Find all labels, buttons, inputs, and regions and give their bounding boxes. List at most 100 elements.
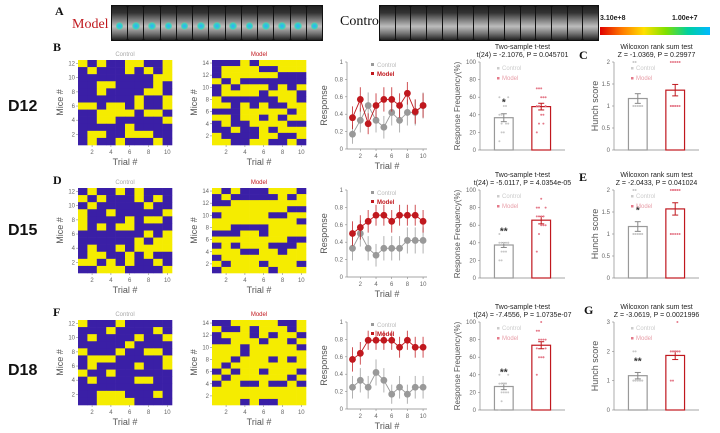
control-mouse-image <box>411 6 426 40</box>
heatmap-cell <box>153 390 163 399</box>
heatmap-cell <box>153 320 163 328</box>
heatmap-cell <box>96 130 107 139</box>
heatmap-cell <box>106 383 116 392</box>
heatmap-cell <box>143 209 154 217</box>
model-mouse-image <box>128 6 144 40</box>
heatmap-cell <box>87 390 98 399</box>
heatmap-cell <box>78 251 88 260</box>
heatmap-title: Model <box>251 180 267 186</box>
x-axis-label: Trial # <box>113 417 138 427</box>
heatmap-cell <box>134 109 145 117</box>
heatmap-cell <box>296 230 307 237</box>
heatmap-cell <box>162 341 173 349</box>
heatmap-cell <box>230 326 241 333</box>
data-point-model <box>372 336 380 344</box>
heatmap-cell <box>212 254 222 262</box>
heatmap-cell <box>125 341 135 349</box>
heatmap-cell <box>296 224 307 231</box>
heatmap-cell <box>240 386 250 394</box>
x-axis-label: Trial # <box>375 289 400 299</box>
legend-label: Control <box>377 63 396 69</box>
heatmap-cell <box>143 137 154 146</box>
y-tick-label: 1 <box>340 320 344 326</box>
heatmap-cell <box>240 60 250 67</box>
heatmap-cell <box>277 392 288 400</box>
heatmap-cell <box>277 194 288 201</box>
heatmap-cell <box>259 374 269 382</box>
individual-point <box>535 250 538 253</box>
heatmap-cell <box>153 60 163 68</box>
series-line-model <box>352 214 424 234</box>
x-tick-label: 4 <box>109 410 113 416</box>
series-line-model <box>352 92 424 126</box>
heatmap-cell <box>221 114 232 122</box>
heatmap-cell <box>87 383 98 392</box>
y-tick-label: 12 <box>68 322 75 328</box>
heatmap-cell <box>106 348 116 356</box>
heatmap-cell <box>143 102 154 110</box>
heatmap-cell <box>259 368 269 375</box>
y-tick-label: 12 <box>68 62 75 68</box>
heatmap-cell <box>115 376 126 385</box>
heatmap-cell <box>230 126 241 134</box>
heatmap-cell <box>259 224 269 231</box>
y-tick-label: 0 <box>473 148 477 154</box>
heatmap-cell <box>153 334 163 342</box>
heatmap-cell <box>87 123 98 132</box>
y-tick-label: 0 <box>473 408 477 414</box>
heatmap-cell <box>287 332 297 339</box>
heatmap-cell <box>277 386 288 394</box>
y-tick-label: 0.4 <box>335 240 344 246</box>
chart-title: Two-sample t-test <box>495 44 550 51</box>
heatmap-cell <box>143 341 154 349</box>
heatmap-cell <box>78 383 88 392</box>
chart-subtitle: Z = -3.0619, P = 0.0021996 <box>614 312 700 319</box>
heatmap-cell <box>221 398 232 406</box>
heatmap-cell <box>78 237 88 245</box>
legend-marker <box>497 327 500 330</box>
y-tick-label: 80 <box>469 338 476 344</box>
heatmap-cell <box>106 216 116 224</box>
individual-point <box>535 87 538 90</box>
bioluminescence-signal <box>245 22 254 30</box>
heatmap-cell <box>259 326 269 333</box>
heatmap-cell <box>287 338 297 345</box>
heatmap-cell <box>221 266 232 274</box>
heatmap-cell <box>78 95 88 103</box>
individual-point <box>498 233 501 235</box>
heatmap-cell <box>115 244 126 253</box>
heatmap-cell <box>134 355 145 363</box>
individual-point <box>636 379 639 382</box>
heatmap-cell <box>134 327 145 335</box>
heatmap-cell <box>296 102 307 109</box>
heatmap-cell <box>96 95 107 103</box>
heatmap-cell <box>125 202 135 210</box>
heatmap-cell <box>249 332 260 339</box>
heatmap-cell <box>143 188 154 196</box>
heatmap-cell <box>221 194 232 201</box>
heatmap-cell <box>249 200 260 207</box>
heatmap-cell <box>240 90 250 97</box>
heatmap-cell <box>134 195 145 203</box>
heatmap-cell <box>143 355 154 363</box>
chart-subtitle: Z = -1.0369, P = 0.29977 <box>618 52 696 59</box>
control-mouse-image <box>458 6 473 40</box>
heatmap-cell <box>87 327 98 335</box>
heatmap-cell <box>212 266 222 274</box>
legend-marker <box>631 77 634 80</box>
heatmap-cell <box>153 195 163 203</box>
heatmap-cell <box>240 398 250 406</box>
heatmap-cell <box>277 398 288 406</box>
heatmap-cell <box>162 102 173 110</box>
heatmap-cell <box>162 390 173 399</box>
y-tick-label: 1.5 <box>602 210 611 216</box>
heatmap-cell <box>125 95 135 103</box>
individual-point <box>542 356 545 359</box>
y-tick-label: 8 <box>206 225 210 231</box>
heatmap-cell <box>78 216 88 224</box>
data-point-control <box>419 383 427 391</box>
heatmap-cell <box>134 341 145 349</box>
y-tick-label: 4 <box>206 122 210 128</box>
heatmap-cell <box>212 356 222 363</box>
heatmap-cell <box>287 356 297 363</box>
